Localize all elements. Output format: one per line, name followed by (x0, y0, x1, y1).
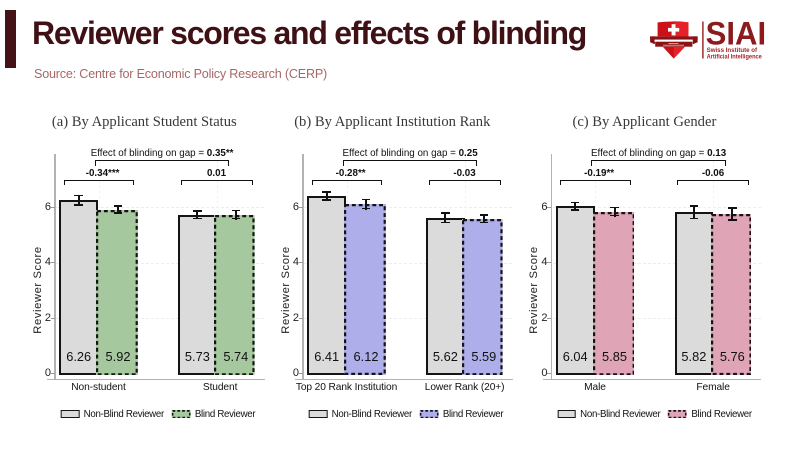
svg-text:Artificial Intelligence: Artificial Intelligence (706, 54, 761, 60)
svg-text:Swiss Institute of: Swiss Institute of (706, 47, 757, 54)
svg-text:SIAI: SIAI (705, 20, 766, 52)
